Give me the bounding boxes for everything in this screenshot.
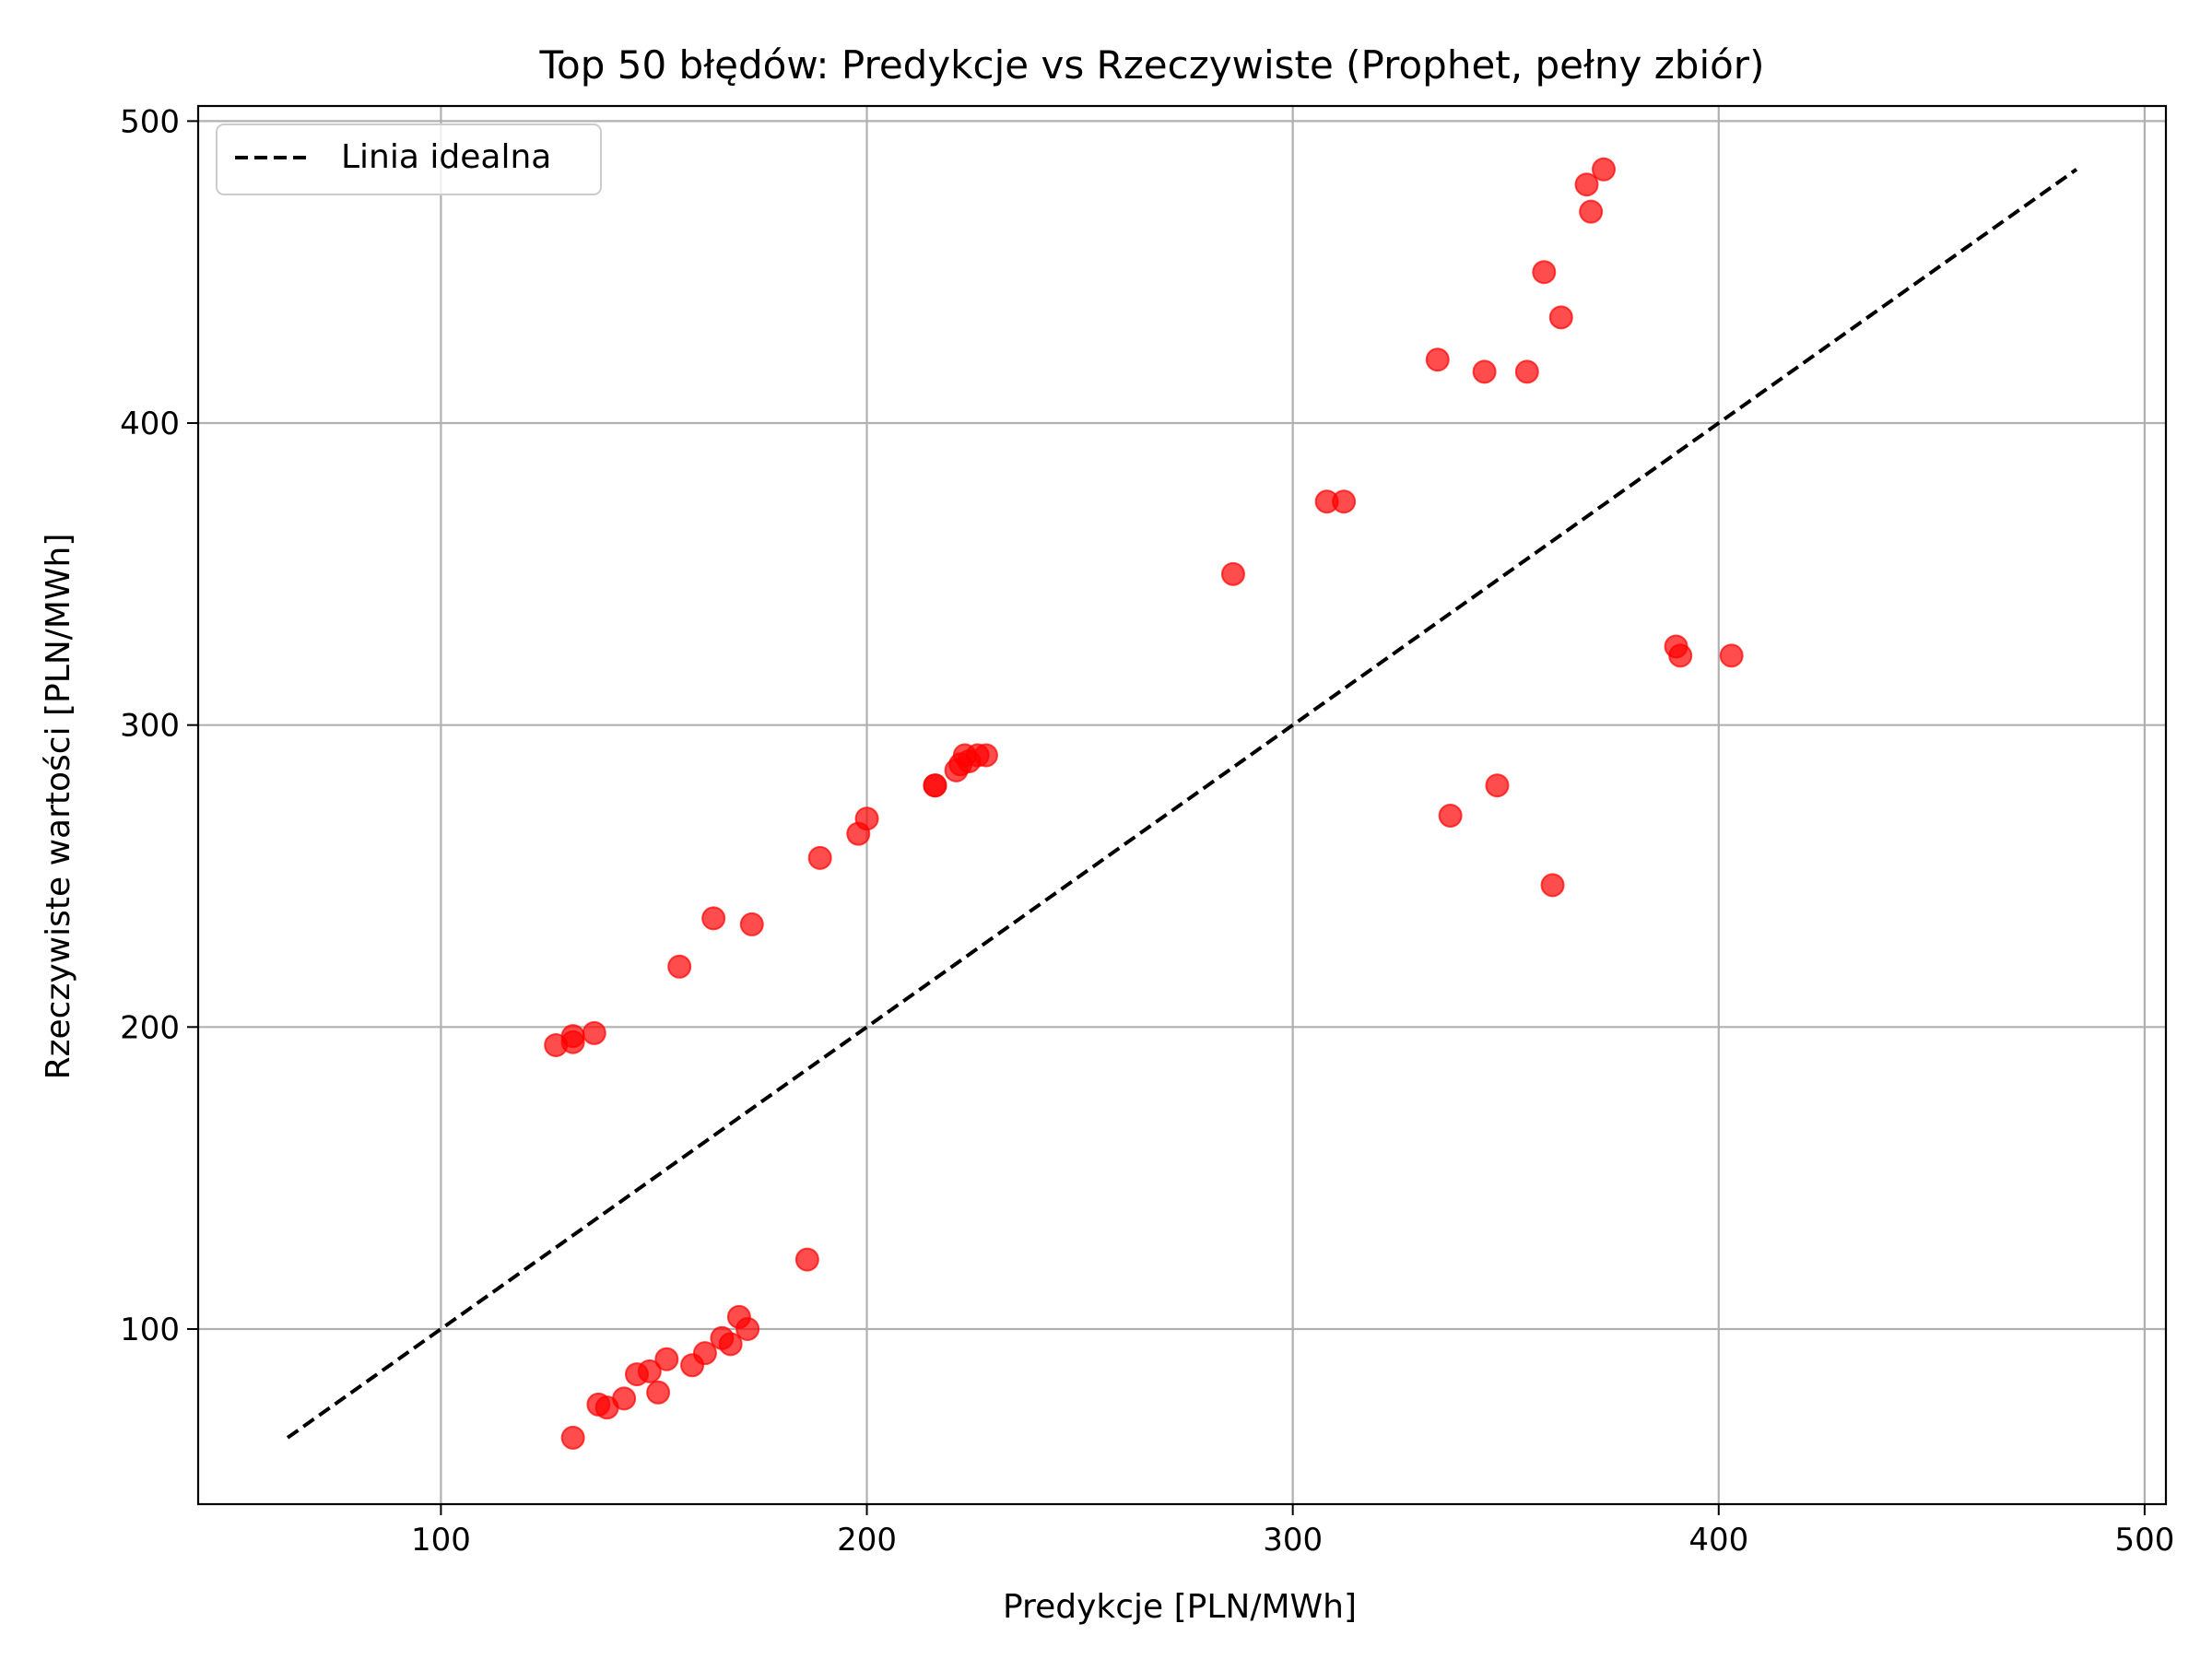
data-point-12 bbox=[1668, 643, 1693, 668]
x-tick-label-300: 300 bbox=[1263, 1522, 1323, 1559]
data-point-41 bbox=[680, 1353, 705, 1378]
data-point-2 bbox=[1579, 199, 1604, 224]
y-tick-label-100: 100 bbox=[120, 1312, 180, 1348]
data-point-34 bbox=[794, 1247, 819, 1272]
data-point-26 bbox=[1540, 873, 1565, 898]
data-point-28 bbox=[739, 912, 764, 936]
y-tick-label-500: 500 bbox=[120, 103, 180, 140]
data-point-9 bbox=[1332, 489, 1357, 514]
x-axis-label: Predykcje [PLN/MWh] bbox=[1003, 1588, 1357, 1626]
grid-lines bbox=[198, 106, 2166, 1504]
data-point-22 bbox=[1438, 803, 1463, 828]
data-point-20 bbox=[923, 773, 947, 798]
data-point-21 bbox=[1485, 773, 1510, 798]
y-tick-label-300: 300 bbox=[120, 708, 180, 745]
x-tick-label-200: 200 bbox=[837, 1522, 897, 1559]
x-tick-label-500: 500 bbox=[2114, 1522, 2174, 1559]
data-point-10 bbox=[1220, 561, 1245, 586]
data-point-49 bbox=[957, 748, 982, 773]
data-point-4 bbox=[1548, 305, 1573, 330]
chart-title: Top 50 błędów: Predykcje vs Rzeczywiste … bbox=[539, 42, 1765, 88]
x-axis-ticks: 100 200 300 400 500 bbox=[411, 1504, 2174, 1559]
legend: Linia idealna bbox=[216, 124, 602, 195]
data-point-0 bbox=[1592, 157, 1616, 182]
plot-frame bbox=[196, 104, 2168, 1506]
data-point-44 bbox=[646, 1380, 671, 1405]
legend-box bbox=[216, 124, 602, 195]
legend-ideal-line-label: Linia idealna bbox=[341, 138, 551, 176]
data-point-38 bbox=[718, 1332, 743, 1357]
data-point-48 bbox=[560, 1425, 585, 1450]
x-tick-label-100: 100 bbox=[411, 1522, 471, 1559]
y-tick-label-200: 200 bbox=[120, 1009, 180, 1046]
y-axis-label: Rzeczywiste wartości [PLN/MWh] bbox=[40, 534, 77, 1080]
data-point-25 bbox=[807, 845, 832, 870]
data-point-33 bbox=[544, 1032, 569, 1057]
data-point-29 bbox=[667, 954, 692, 979]
x-tick-label-400: 400 bbox=[1688, 1522, 1748, 1559]
data-point-36 bbox=[735, 1316, 760, 1341]
data-point-30 bbox=[582, 1020, 606, 1045]
data-point-5 bbox=[1425, 347, 1450, 372]
ideal-line bbox=[286, 168, 2078, 1440]
data-point-7 bbox=[1514, 359, 1539, 384]
data-point-40 bbox=[654, 1347, 679, 1371]
data-point-6 bbox=[1472, 359, 1497, 384]
data-point-27 bbox=[701, 906, 726, 931]
data-point-13 bbox=[1719, 643, 1744, 668]
ideal-line-layer bbox=[286, 168, 2078, 1440]
data-point-47 bbox=[594, 1395, 619, 1420]
data-point-24 bbox=[846, 821, 871, 846]
data-point-1 bbox=[1574, 172, 1599, 197]
y-tick-label-400: 400 bbox=[120, 406, 180, 442]
y-axis-ticks: 100 200 300 400 500 bbox=[120, 103, 198, 1348]
data-point-43 bbox=[624, 1362, 649, 1387]
data-points bbox=[544, 157, 1744, 1450]
data-point-3 bbox=[1532, 260, 1557, 285]
